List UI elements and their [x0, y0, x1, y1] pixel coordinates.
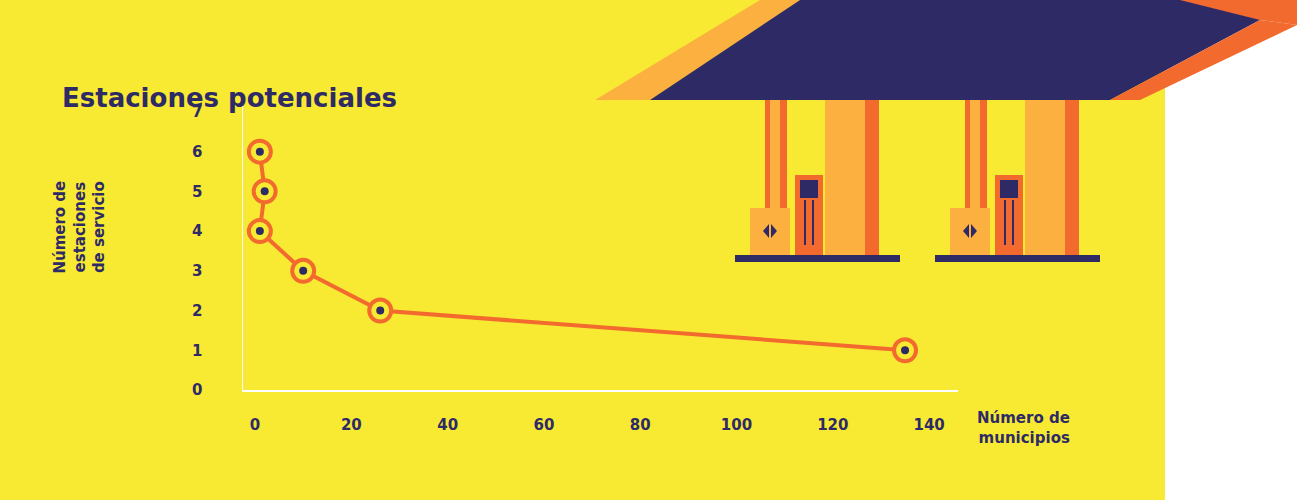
svg-text:60: 60: [533, 416, 554, 434]
svg-text:40: 40: [437, 416, 458, 434]
svg-text:2: 2: [192, 302, 202, 320]
svg-text:0: 0: [250, 416, 260, 434]
svg-text:Estaciones potenciales: Estaciones potenciales: [62, 83, 397, 113]
svg-text:0: 0: [192, 381, 202, 399]
svg-text:4: 4: [192, 222, 202, 240]
svg-text:5: 5: [192, 183, 202, 201]
svg-text:100: 100: [721, 416, 752, 434]
svg-text:3: 3: [192, 262, 202, 280]
svg-text:Número deestacionesde servicio: Número deestacionesde servicio: [51, 181, 108, 274]
svg-text:80: 80: [630, 416, 651, 434]
svg-text:140: 140: [913, 416, 944, 434]
svg-text:120: 120: [817, 416, 848, 434]
svg-text:1: 1: [192, 342, 202, 360]
svg-text:Número demunicipios: Número demunicipios: [977, 409, 1070, 447]
svg-text:7: 7: [192, 103, 202, 121]
svg-text:6: 6: [192, 143, 202, 161]
svg-text:20: 20: [341, 416, 362, 434]
